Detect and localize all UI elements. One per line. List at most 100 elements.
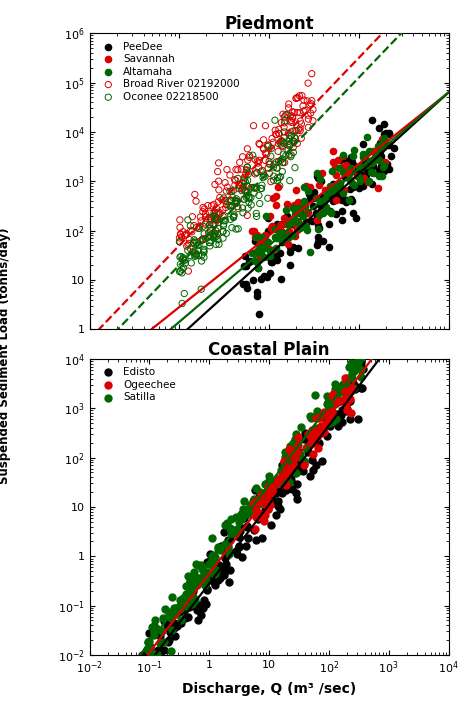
Ogeechee	[264, 481, 272, 492]
Oconee 02218500	[280, 149, 287, 160]
Ogeechee	[342, 399, 350, 410]
Oconee 02218500	[278, 135, 285, 146]
PeeDee	[267, 257, 274, 268]
Oconee 02218500	[200, 247, 208, 258]
Ogeechee	[329, 388, 337, 400]
Broad River 02192000	[308, 95, 316, 107]
Edisto	[211, 574, 219, 586]
PeeDee	[313, 211, 321, 223]
Edisto	[341, 381, 349, 392]
Oconee 02218500	[281, 115, 289, 127]
Savannah	[369, 145, 377, 156]
Broad River 02192000	[303, 95, 311, 107]
Broad River 02192000	[251, 154, 259, 165]
Satilla	[172, 609, 179, 620]
Oconee 02218500	[182, 255, 189, 266]
Altamaha	[367, 166, 375, 177]
Broad River 02192000	[213, 214, 221, 225]
Broad River 02192000	[201, 218, 209, 230]
PeeDee	[317, 176, 325, 187]
Broad River 02192000	[261, 155, 269, 166]
Broad River 02192000	[184, 265, 192, 277]
Edisto	[342, 405, 349, 417]
PeeDee	[264, 272, 271, 283]
Satilla	[189, 592, 196, 603]
Ogeechee	[341, 392, 349, 404]
Edisto	[202, 599, 210, 610]
Savannah	[267, 222, 274, 233]
Edisto	[143, 660, 150, 671]
PeeDee	[257, 274, 265, 285]
Altamaha	[278, 228, 285, 239]
Edisto	[170, 621, 178, 633]
Oconee 02218500	[287, 151, 294, 162]
Oconee 02218500	[219, 226, 227, 237]
Broad River 02192000	[293, 138, 301, 149]
Oconee 02218500	[206, 237, 214, 248]
Savannah	[334, 179, 341, 191]
Broad River 02192000	[281, 132, 288, 144]
Altamaha	[255, 245, 262, 257]
Edisto	[338, 405, 346, 416]
Broad River 02192000	[265, 168, 273, 179]
Ogeechee	[280, 455, 287, 466]
Altamaha	[332, 180, 339, 191]
Broad River 02192000	[304, 122, 312, 133]
Satilla	[146, 646, 154, 658]
Ogeechee	[283, 463, 291, 474]
Edisto	[346, 386, 353, 397]
Satilla	[237, 510, 245, 522]
Satilla	[348, 359, 356, 370]
Edisto	[301, 427, 309, 439]
Satilla	[311, 410, 319, 422]
Edisto	[321, 412, 329, 424]
Satilla	[152, 614, 159, 625]
Ogeechee	[301, 459, 308, 471]
Broad River 02192000	[273, 162, 281, 173]
Broad River 02192000	[300, 95, 308, 106]
Edisto	[314, 428, 321, 439]
Satilla	[177, 594, 184, 605]
Oconee 02218500	[279, 153, 286, 164]
PeeDee	[380, 119, 388, 130]
Ogeechee	[262, 499, 270, 510]
Broad River 02192000	[289, 112, 297, 124]
Broad River 02192000	[275, 128, 283, 139]
Broad River 02192000	[208, 200, 215, 211]
Edisto	[187, 584, 195, 595]
Broad River 02192000	[190, 220, 198, 231]
Broad River 02192000	[255, 138, 263, 149]
PeeDee	[362, 154, 370, 165]
Savannah	[329, 181, 337, 193]
Satilla	[168, 592, 175, 603]
Oconee 02218500	[206, 223, 214, 234]
Satilla	[275, 476, 283, 488]
PeeDee	[287, 260, 294, 271]
Broad River 02192000	[239, 181, 247, 192]
Edisto	[302, 434, 310, 445]
Satilla	[176, 602, 183, 613]
Edisto	[211, 579, 219, 590]
PeeDee	[246, 255, 254, 266]
Edisto	[176, 601, 183, 612]
Broad River 02192000	[210, 198, 218, 210]
Broad River 02192000	[231, 179, 238, 191]
Edisto	[315, 437, 322, 449]
Broad River 02192000	[235, 179, 243, 191]
Edisto	[327, 421, 334, 432]
Edisto	[342, 398, 349, 410]
Satilla	[165, 606, 173, 618]
Oconee 02218500	[207, 213, 214, 224]
Broad River 02192000	[219, 210, 227, 222]
Satilla	[208, 555, 216, 566]
PeeDee	[252, 235, 259, 247]
Satilla	[187, 591, 195, 602]
Broad River 02192000	[264, 139, 272, 151]
Satilla	[210, 558, 217, 570]
Edisto	[274, 496, 282, 507]
PeeDee	[348, 156, 356, 168]
Broad River 02192000	[182, 229, 190, 240]
Oconee 02218500	[214, 223, 222, 234]
Edisto	[310, 432, 318, 444]
Edisto	[154, 645, 162, 656]
